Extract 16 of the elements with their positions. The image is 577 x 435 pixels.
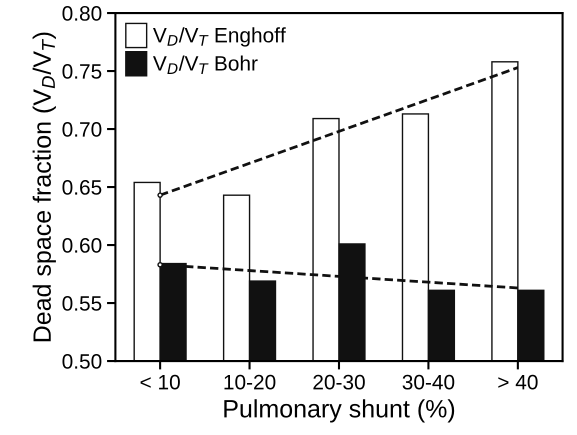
x-tick-label: 30-40 xyxy=(402,374,454,390)
y-tick-label: 0.65 xyxy=(62,180,102,195)
legend-label: V$_{D}$/V$_{T}$ Enghoff xyxy=(152,27,286,47)
y-tick-label: 0.75 xyxy=(62,64,102,79)
x-tick-label: > 40 xyxy=(498,374,538,390)
y-axis-title: Dead space fraction (V$_{D}$/V$_{T}$) xyxy=(32,32,56,342)
y-tick-label: 0.70 xyxy=(62,122,102,137)
x-tick-label: < 10 xyxy=(140,374,180,390)
y-tick-label: 0.50 xyxy=(62,354,102,369)
x-axis-title: Pulmonary shunt (%) xyxy=(224,399,454,423)
y-tick-label: 0.80 xyxy=(62,6,102,21)
x-tick-label: 20-30 xyxy=(313,374,365,390)
legend-label: V$_{D}$/V$_{T}$ Bohr xyxy=(152,55,258,74)
y-tick-label: 0.60 xyxy=(62,238,102,253)
x-tick-label: 10-20 xyxy=(224,374,276,390)
y-tick-label: 0.55 xyxy=(62,296,102,311)
